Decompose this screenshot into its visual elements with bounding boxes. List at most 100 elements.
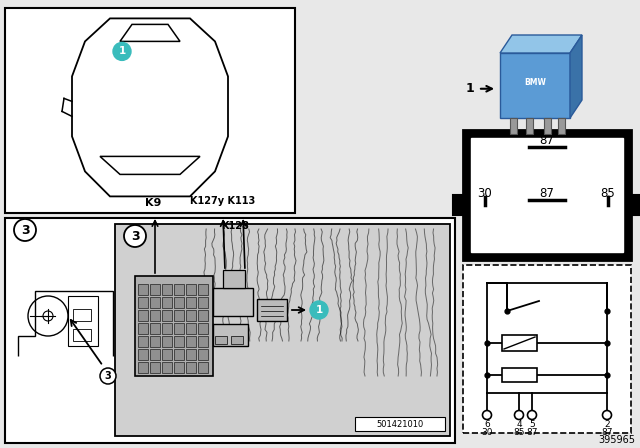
Bar [198, 284, 208, 295]
Bar [138, 362, 148, 373]
Text: 30: 30 [481, 427, 493, 436]
Bar [138, 349, 148, 360]
Text: 85: 85 [513, 427, 525, 436]
Bar [5, 218, 455, 443]
Bar [186, 284, 196, 295]
Bar [150, 349, 160, 360]
Text: 87: 87 [540, 186, 554, 199]
Bar [162, 349, 172, 360]
Text: 1: 1 [316, 305, 323, 315]
Text: 87: 87 [601, 427, 612, 436]
Bar [198, 349, 208, 360]
Bar [471, 138, 623, 252]
Bar [150, 284, 160, 295]
Polygon shape [500, 35, 582, 53]
Bar [463, 130, 631, 260]
Bar [629, 195, 640, 215]
Bar [162, 310, 172, 321]
Bar [138, 297, 148, 308]
Bar [150, 323, 160, 334]
Bar [526, 118, 533, 134]
Text: 30: 30 [477, 186, 492, 199]
Bar [162, 323, 172, 334]
Text: 87: 87 [526, 427, 538, 436]
Text: 3: 3 [20, 224, 29, 237]
Bar [68, 296, 98, 346]
Bar [115, 224, 450, 436]
Bar [231, 336, 243, 344]
Text: K9: K9 [145, 198, 161, 208]
Bar [174, 297, 184, 308]
Bar [186, 362, 196, 373]
Bar [558, 118, 565, 134]
Text: 4: 4 [516, 419, 522, 428]
Bar [174, 310, 184, 321]
Bar [500, 53, 570, 118]
Bar [510, 118, 517, 134]
Bar [150, 297, 160, 308]
Text: 6: 6 [484, 419, 490, 428]
Bar [213, 288, 253, 316]
Bar [198, 362, 208, 373]
Bar [150, 336, 160, 347]
Bar [138, 310, 148, 321]
Bar [174, 284, 184, 295]
Circle shape [14, 219, 36, 241]
Bar [223, 270, 245, 288]
Bar [174, 349, 184, 360]
Circle shape [310, 301, 328, 319]
Bar [150, 362, 160, 373]
Bar [257, 299, 287, 321]
Bar [453, 195, 465, 215]
Text: 501421010: 501421010 [376, 419, 424, 428]
Circle shape [100, 368, 116, 384]
Bar [135, 276, 213, 376]
Bar [544, 118, 551, 134]
Text: 2: 2 [604, 419, 610, 428]
Text: 5: 5 [529, 419, 535, 428]
Text: 85: 85 [600, 186, 616, 199]
Bar [138, 336, 148, 347]
Bar [186, 336, 196, 347]
Bar [186, 297, 196, 308]
Bar [162, 297, 172, 308]
Bar [502, 368, 537, 382]
Bar [174, 362, 184, 373]
Bar [73, 309, 91, 321]
Circle shape [602, 410, 611, 419]
Bar [138, 323, 148, 334]
Circle shape [527, 410, 536, 419]
Text: 87: 87 [540, 134, 554, 146]
Text: 3: 3 [104, 371, 111, 381]
Text: 1: 1 [118, 47, 125, 56]
Bar [198, 310, 208, 321]
Bar [162, 362, 172, 373]
Circle shape [483, 410, 492, 419]
Text: 395965: 395965 [598, 435, 635, 445]
Bar [186, 323, 196, 334]
Text: 1: 1 [466, 82, 474, 95]
Text: K127y K113: K127y K113 [190, 196, 255, 206]
Bar [73, 329, 91, 341]
Bar [186, 310, 196, 321]
Bar [174, 336, 184, 347]
Bar [463, 265, 631, 433]
Text: BMW: BMW [524, 78, 546, 87]
Bar [138, 284, 148, 295]
Bar [502, 335, 537, 351]
Text: 3: 3 [131, 229, 140, 242]
Bar [174, 323, 184, 334]
Circle shape [124, 225, 146, 247]
Bar [5, 8, 295, 213]
Text: K128: K128 [221, 221, 249, 231]
Bar [162, 336, 172, 347]
Polygon shape [570, 35, 582, 118]
Bar [213, 324, 248, 346]
Bar [215, 336, 227, 344]
Circle shape [515, 410, 524, 419]
Bar [355, 417, 445, 431]
Bar [198, 336, 208, 347]
Bar [198, 297, 208, 308]
Bar [198, 323, 208, 334]
Circle shape [113, 43, 131, 60]
